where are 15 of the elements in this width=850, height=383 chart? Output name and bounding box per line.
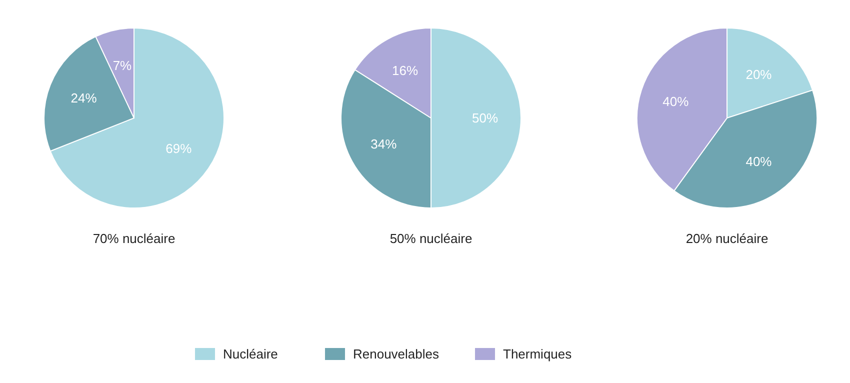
data-label: 34% — [370, 136, 398, 152]
data-label: 20% — [746, 66, 772, 82]
data-label: 16% — [392, 63, 418, 78]
text: 70% nucléaire — [92, 231, 176, 246]
data-label: 24% — [70, 90, 98, 106]
legend-label: Nucléaire — [223, 346, 278, 362]
text: 20% nucléaire — [686, 231, 768, 246]
data-label: 69% — [166, 140, 192, 156]
legend-label: Thermiques — [503, 346, 572, 362]
legend-label: Renouvelables — [353, 346, 440, 362]
data-label: 40% — [662, 94, 690, 109]
data-label: 7% — [112, 58, 132, 73]
text: 50% nucléaire — [390, 231, 472, 246]
data-label: 50% — [472, 110, 498, 126]
data-label: 40% — [746, 154, 772, 170]
